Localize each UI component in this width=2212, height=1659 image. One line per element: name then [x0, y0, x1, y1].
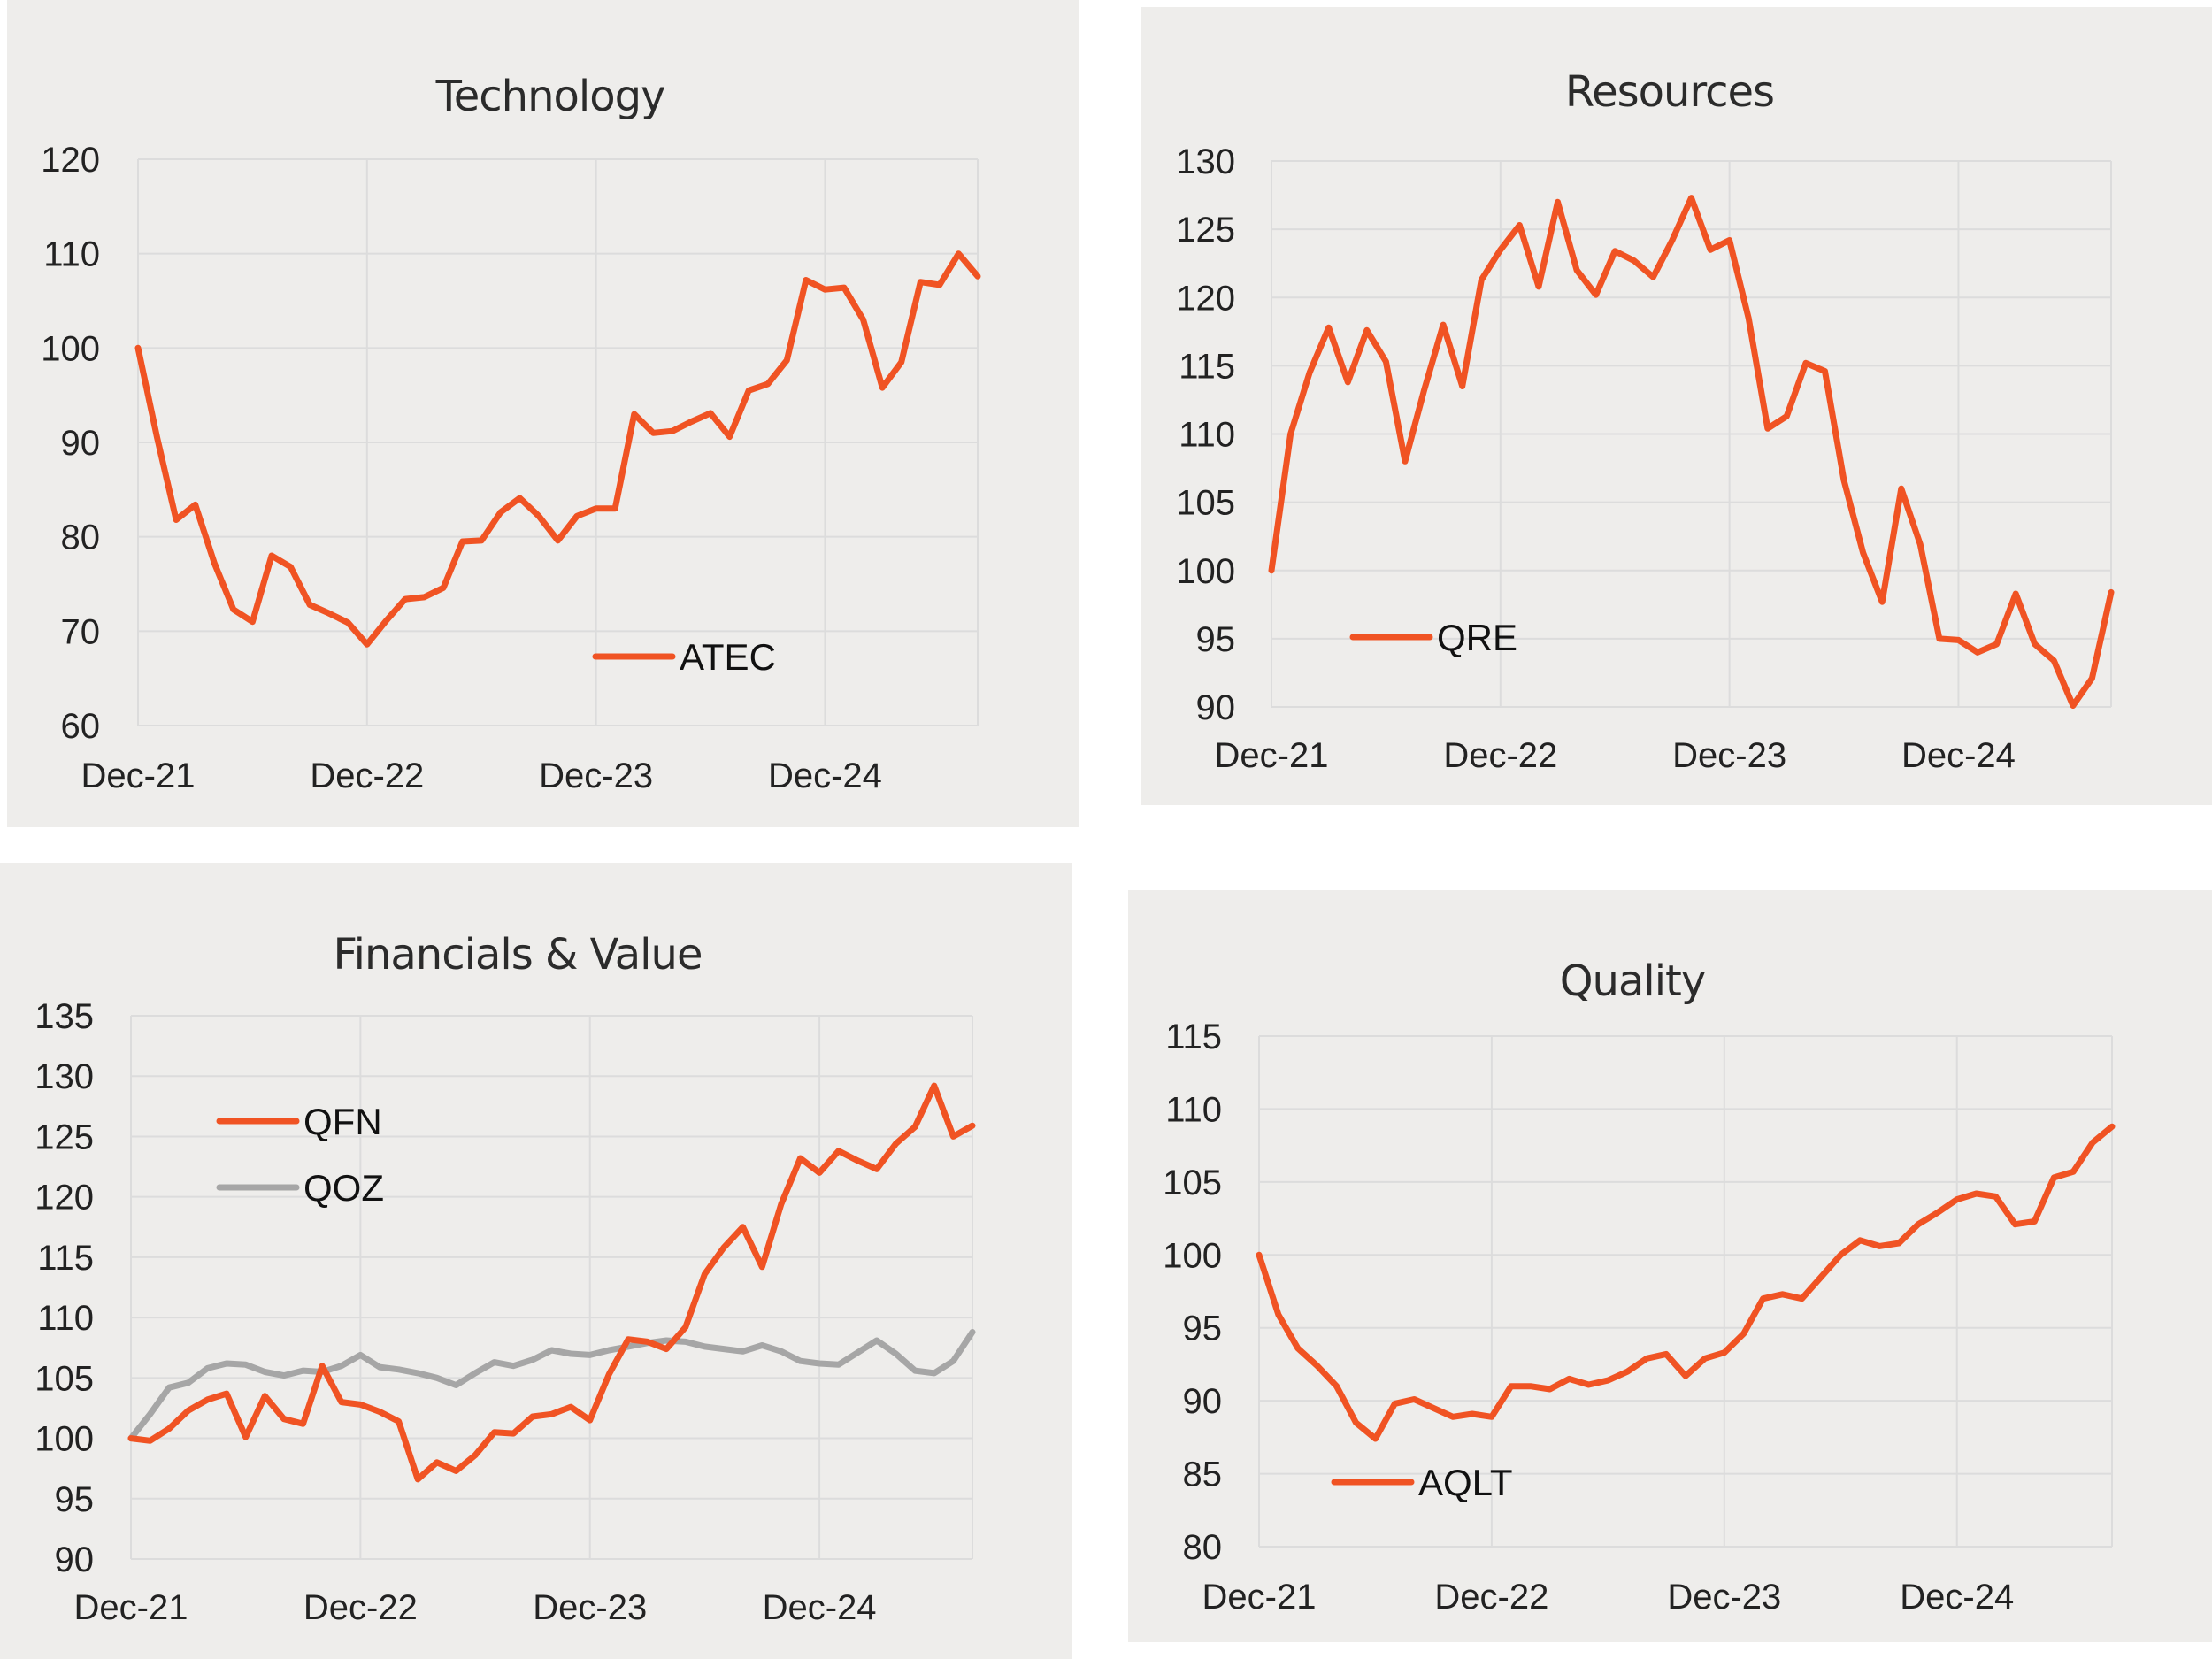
x-tick-label: Dec-24 [768, 757, 882, 795]
x-tick-label: Dec-22 [310, 757, 424, 795]
series-line-qfn [127, 1082, 976, 1483]
y-tick-label: 125 [35, 1118, 94, 1156]
y-tick-label: 105 [1176, 484, 1235, 523]
y-tick-label: 60 [61, 707, 101, 746]
y-tick-label: 110 [1179, 416, 1235, 455]
y-tick-label: 70 [61, 612, 101, 651]
legend-label-qfn: QFN [303, 1101, 382, 1142]
series-line-aqlt [1256, 1123, 2116, 1442]
x-tick-label: Dec-23 [1672, 736, 1786, 775]
y-tick-label: 95 [1183, 1310, 1223, 1348]
x-tick-label: Dec-23 [539, 757, 653, 795]
chart-title: Financials & Value [334, 930, 703, 979]
y-tick-label: 115 [37, 1239, 94, 1278]
x-tick-label: Dec-22 [1434, 1578, 1548, 1617]
y-tick-label: 100 [1176, 552, 1235, 591]
chart-quality: Quality 80 85 90 95 100 105 110 115 Dec-21 Dec-22 D… [1163, 956, 2116, 1617]
y-tick-label: 80 [1183, 1528, 1223, 1567]
y-tick-label: 90 [1196, 688, 1236, 727]
x-tick-label: Dec-21 [1215, 736, 1329, 775]
chart-title: Quality [1560, 956, 1706, 1006]
x-tick-label: Dec-23 [1667, 1578, 1781, 1617]
legend-label-qoz: QOZ [303, 1167, 384, 1209]
chart-panel-resources: Resources 90 95 100 105 110 115 120 125 130 Dec-21… [1141, 7, 2212, 805]
y-tick-label: 85 [1183, 1455, 1223, 1494]
chart-title: Technology [435, 72, 665, 121]
y-tick-label: 120 [41, 141, 100, 180]
x-tick-label: Dec-24 [1901, 736, 2016, 775]
chart-financials-value: Financials & Value 90 95 100 105 110 115 120 125… [35, 930, 976, 1627]
chart-technology: Technology 60 70 80 90 100 110 120 Dec-21 Dec-22 D… [41, 72, 981, 795]
x-tick-label: Dec-22 [1443, 736, 1557, 775]
series-line-qoz [127, 1329, 976, 1442]
x-tick-label: Dec-24 [1900, 1578, 2014, 1617]
legend-label-atec: ATEC [680, 636, 776, 678]
chart-title: Resources [1565, 67, 1774, 117]
x-tick-label: Dec-21 [74, 1588, 188, 1627]
x-tick-label: Dec-23 [533, 1588, 647, 1627]
y-tick-label: 80 [61, 518, 101, 557]
y-tick-label: 110 [37, 1299, 94, 1338]
legend-label-aqlt: AQLT [1418, 1462, 1513, 1503]
chart-resources: Resources 90 95 100 105 110 115 120 125 130 Dec-21… [1176, 67, 2115, 775]
y-tick-label: 95 [1196, 620, 1236, 659]
y-tick-label: 90 [61, 424, 101, 463]
x-tick-label: Dec-21 [1202, 1578, 1317, 1617]
y-tick-label: 130 [35, 1057, 94, 1096]
y-tick-label: 115 [1165, 1018, 1222, 1056]
series-line-qre [1268, 195, 2115, 709]
y-tick-label: 100 [35, 1420, 94, 1459]
y-tick-label: 110 [43, 235, 100, 274]
x-tick-label: Dec-22 [303, 1588, 418, 1627]
y-tick-label: 115 [1179, 347, 1235, 386]
y-tick-label: 135 [35, 997, 94, 1036]
y-tick-label: 105 [1163, 1164, 1222, 1202]
y-tick-label: 120 [1176, 279, 1235, 318]
y-tick-label: 130 [1176, 142, 1235, 181]
chart-panel-quality: Quality 80 85 90 95 100 105 110 115 Dec-21 Dec-22 D… [1128, 890, 2212, 1642]
y-tick-label: 90 [55, 1540, 95, 1579]
y-tick-label: 90 [1183, 1382, 1223, 1421]
y-tick-label: 120 [35, 1179, 94, 1217]
x-tick-label: Dec-21 [81, 757, 196, 795]
y-tick-label: 105 [35, 1359, 94, 1398]
y-tick-label: 100 [41, 329, 100, 368]
y-tick-label: 110 [1165, 1090, 1222, 1129]
chart-panel-technology: Technology 60 70 80 90 100 110 120 Dec-21 Dec-22 D… [7, 0, 1079, 827]
y-tick-label: 95 [55, 1480, 95, 1519]
series-line-atec [134, 250, 981, 648]
y-tick-label: 100 [1163, 1236, 1222, 1275]
legend-label-qre: QRE [1437, 617, 1517, 658]
x-tick-label: Dec-24 [763, 1588, 877, 1627]
chart-panel-financials-value: Financials & Value 90 95 100 105 110 115 120 125… [0, 863, 1072, 1659]
y-tick-label: 125 [1176, 211, 1235, 250]
